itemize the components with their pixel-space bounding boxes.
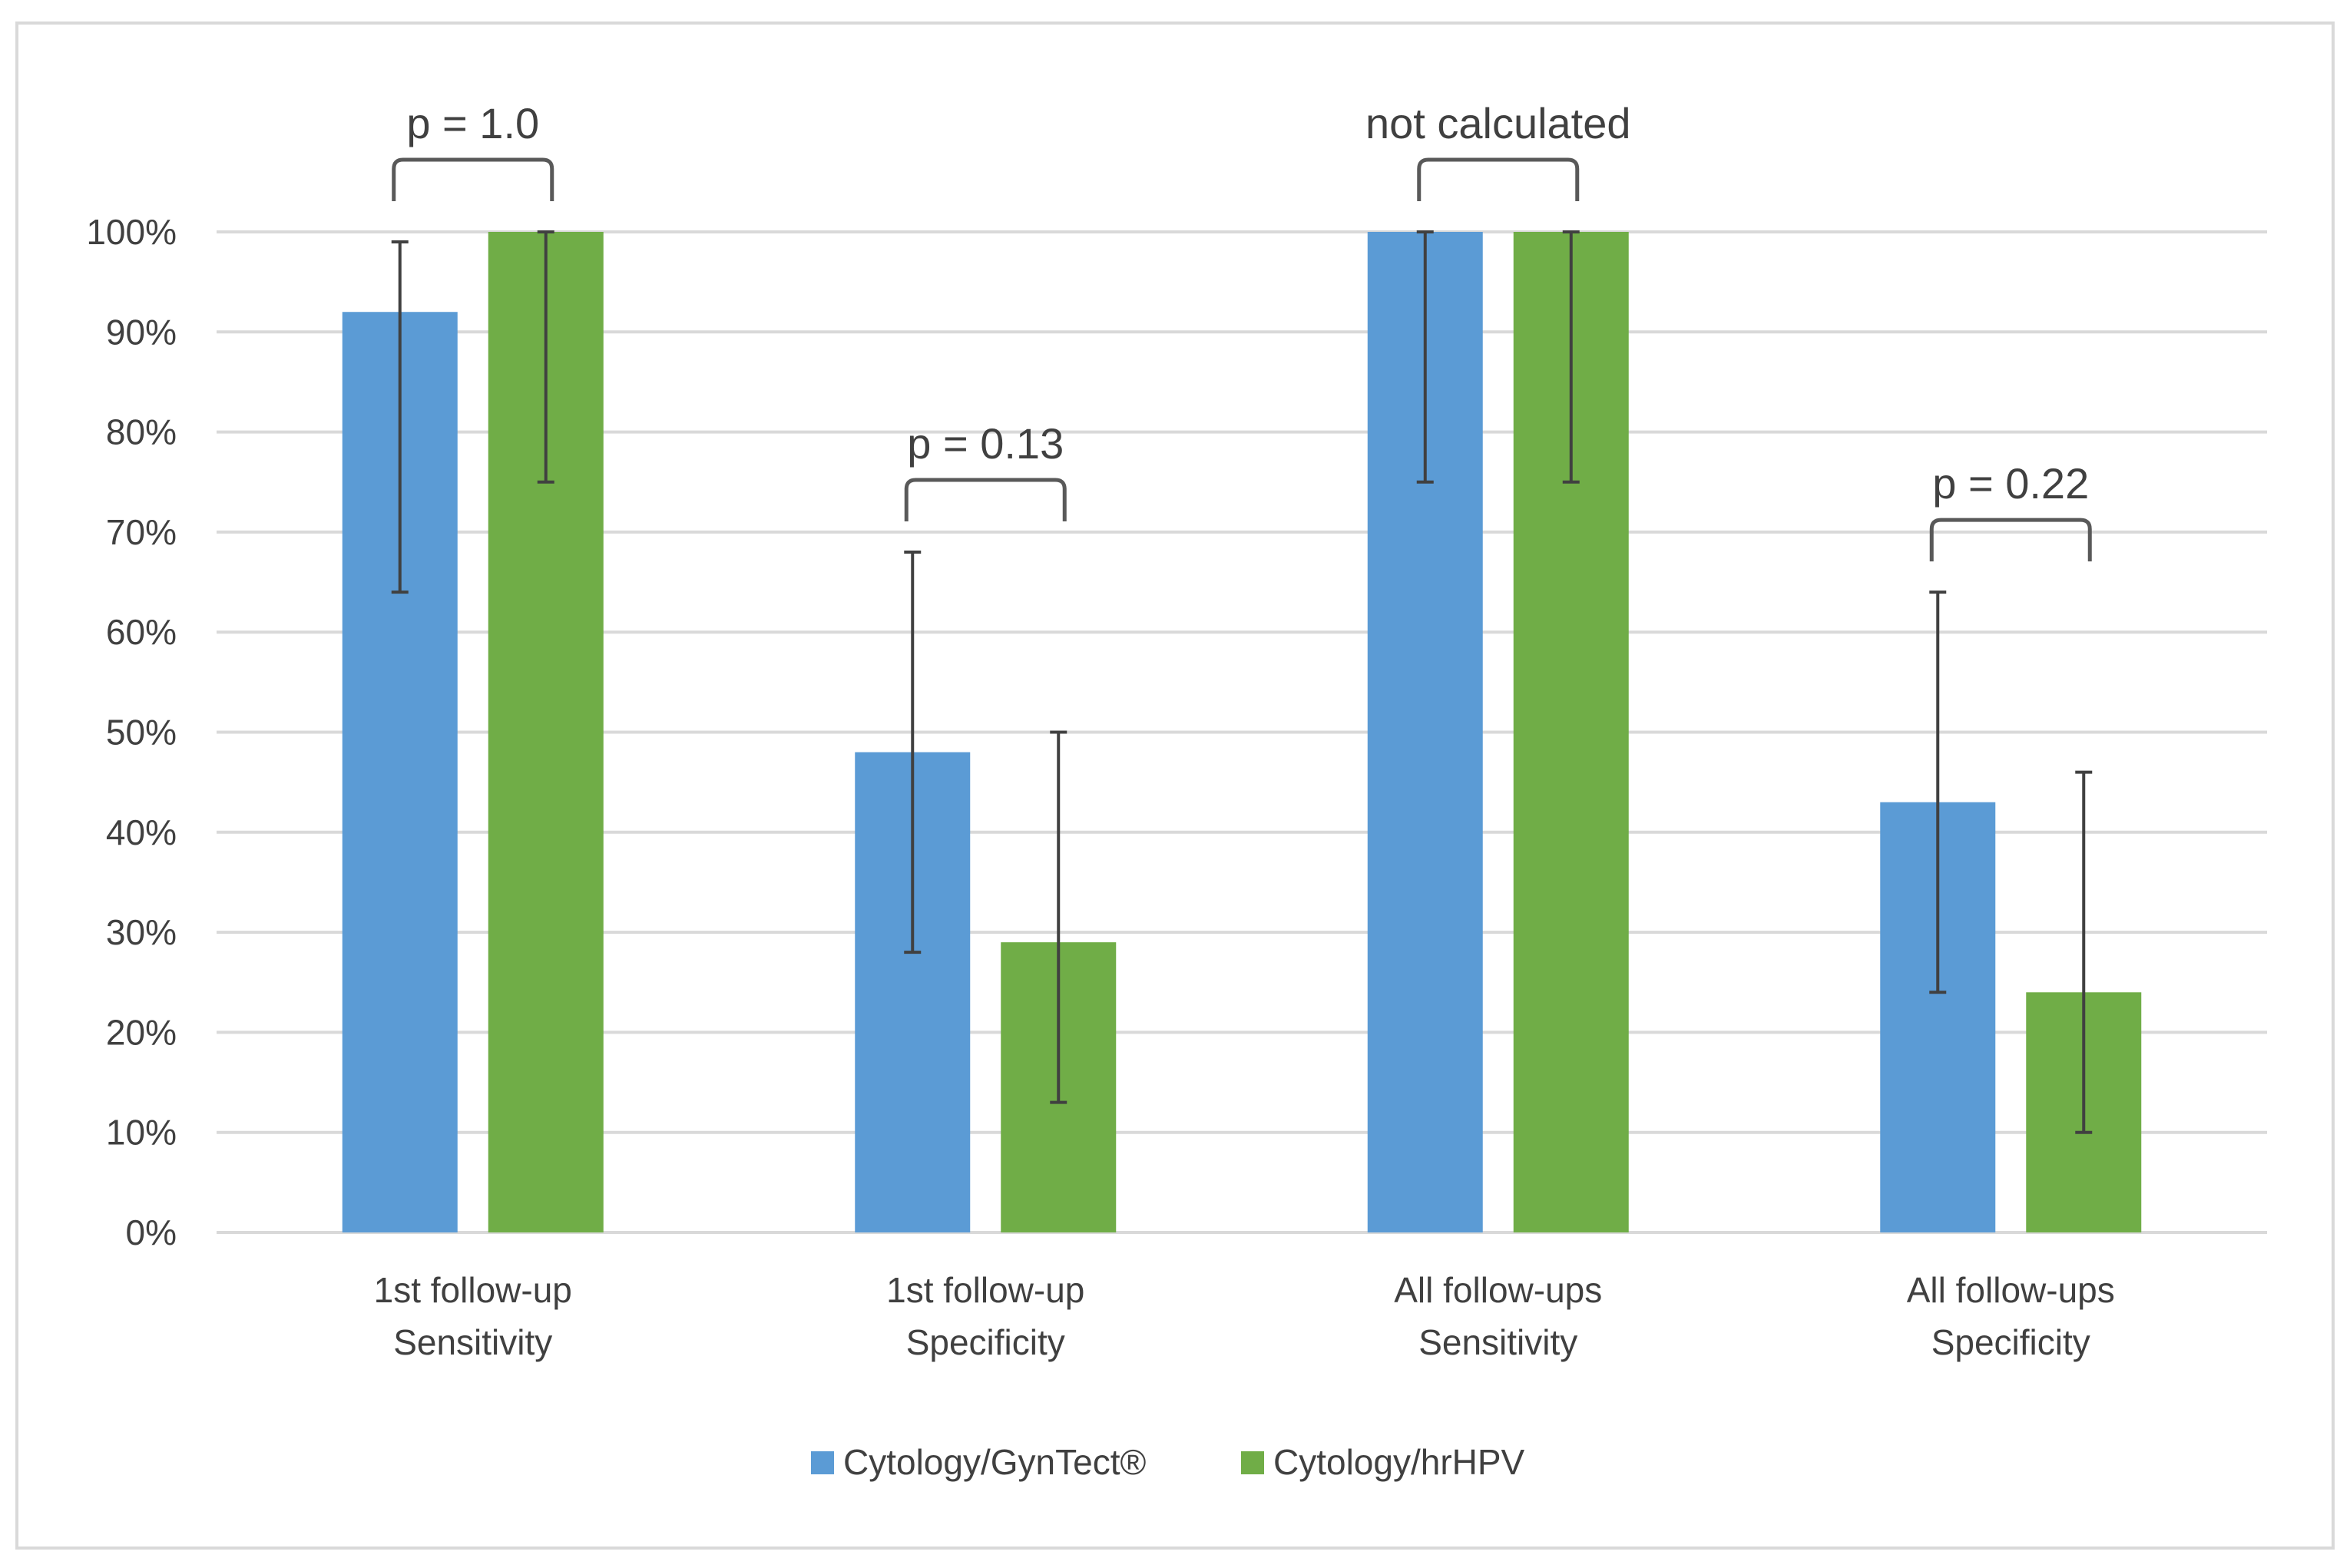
x-tick-label-3-line0: All follow-ups <box>1907 1270 2115 1310</box>
significance-label-2: not calculated <box>1365 99 1631 147</box>
legend-label-series0: Cytology/GynTect® <box>843 1442 1146 1482</box>
significance-bracket-2 <box>1417 157 1580 201</box>
x-axis-tick-labels: 1st follow-up Sensitivity 1st follow-up Spe… <box>374 1270 2115 1362</box>
y-tick-label-70: 70% <box>106 512 177 552</box>
y-tick-label-20: 20% <box>106 1012 177 1052</box>
y-axis-tick-labels: 0% 10% 20% 30% 40% 50% 60% 70% 80% 90% 100% <box>86 212 177 1252</box>
y-tick-label-40: 40% <box>106 812 177 852</box>
significance-bracket-0 <box>392 157 554 201</box>
x-tick-label-1-line1: Specificity <box>906 1322 1065 1362</box>
y-tick-label-10: 10% <box>106 1113 177 1153</box>
y-tick-label-50: 50% <box>106 713 177 753</box>
significance-bracket-3 <box>1929 518 2092 562</box>
significance-bracket-1 <box>904 478 1067 521</box>
significance-annotations: p = 1.0 p = 0.13 not calculated p = 0.22 <box>392 99 2092 562</box>
y-tick-label-60: 60% <box>106 612 177 652</box>
x-tick-label-2-line0: All follow-ups <box>1394 1270 1602 1310</box>
y-tick-label-0: 0% <box>126 1212 177 1252</box>
significance-label-1: p = 0.13 <box>907 419 1064 468</box>
x-tick-label-3-line1: Specificity <box>1931 1322 2090 1362</box>
x-tick-label-0-line1: Sensitivity <box>393 1322 552 1362</box>
legend-label-series1: Cytology/hrHPV <box>1273 1442 1525 1482</box>
legend-swatch-series0 <box>811 1451 834 1474</box>
x-tick-label-1-line0: 1st follow-up <box>886 1270 1084 1310</box>
legend: Cytology/GynTect® Cytology/hrHPV <box>811 1442 1525 1482</box>
significance-label-3: p = 0.22 <box>1932 459 2089 508</box>
y-tick-label-90: 90% <box>106 312 177 352</box>
x-tick-label-2-line1: Sensitivity <box>1418 1322 1577 1362</box>
significance-label-0: p = 1.0 <box>406 99 539 147</box>
y-tick-label-100: 100% <box>86 212 177 252</box>
y-tick-label-80: 80% <box>106 412 177 452</box>
legend-swatch-series1 <box>1241 1451 1264 1474</box>
x-tick-label-0-line0: 1st follow-up <box>374 1270 572 1310</box>
y-tick-label-30: 30% <box>106 912 177 952</box>
error-bars <box>391 230 2093 1134</box>
